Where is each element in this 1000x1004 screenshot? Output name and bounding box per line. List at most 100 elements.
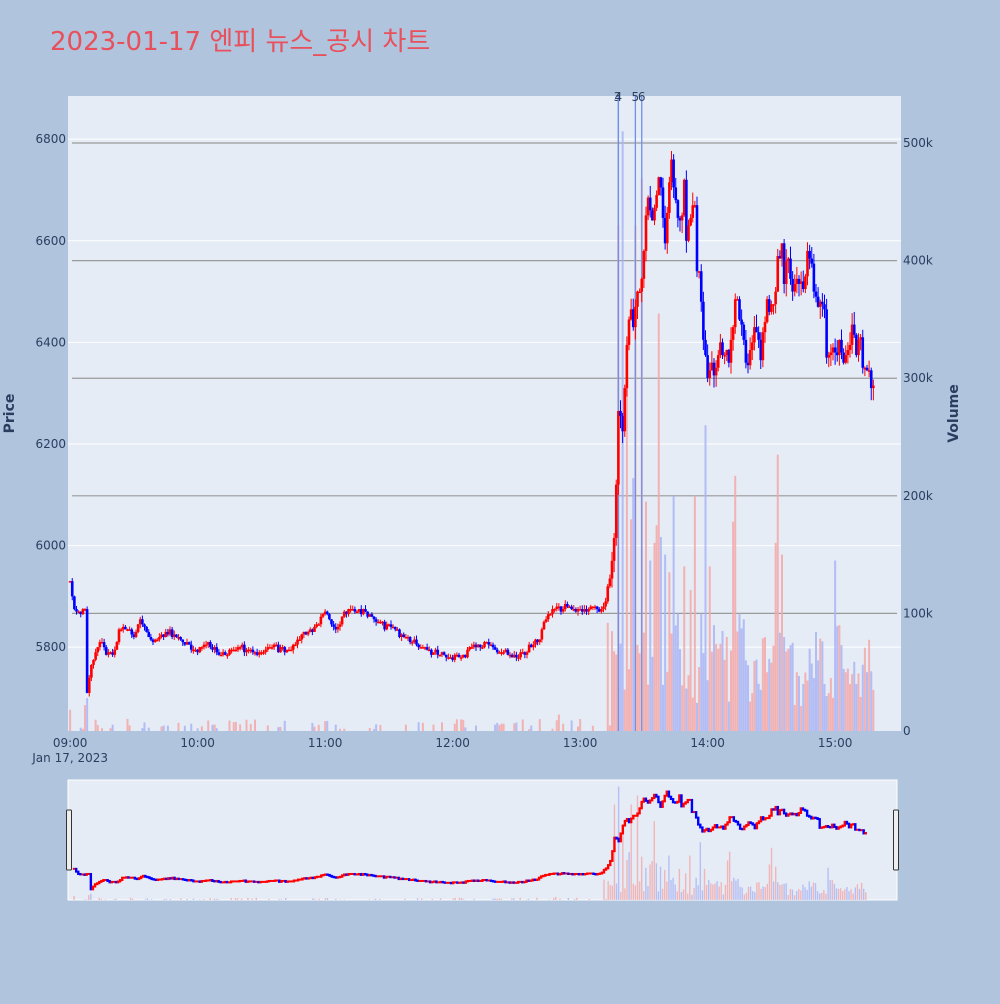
range-candle [316,876,318,878]
range-volume-bar [170,899,171,900]
volume-bar [373,729,375,731]
range-candle [136,878,138,880]
candle-body [417,645,420,648]
range-volume-bar [756,882,757,900]
range-candle [358,873,360,875]
range-volume-bar [421,898,422,900]
range-candle [381,875,383,877]
volume-bar [860,697,862,731]
range-handle-right[interactable] [894,810,899,870]
range-candle [356,873,358,875]
candle-body [298,640,301,642]
volume-bar [707,680,709,731]
range-candle [844,821,846,827]
range-volume-bar [829,880,830,900]
candle-body [300,634,303,639]
volume-bar [688,675,690,731]
volume-bar [654,543,656,731]
range-handle-left[interactable] [67,810,72,870]
date-label: Jan 17, 2023 [31,751,108,765]
candle-body [702,302,705,340]
candle-body [239,647,242,649]
range-candle [458,882,460,884]
volume-bar [562,724,564,731]
range-candle [626,818,628,822]
range-candle [467,880,469,882]
volume-bar [250,724,252,731]
volume-bar [522,719,524,731]
range-candle [839,825,841,828]
candle-body [470,647,473,649]
range-candle [705,828,707,831]
range-candle [446,882,448,884]
candle-body [354,609,357,612]
candle-body [517,657,520,659]
candle-body [849,345,852,350]
candle-body [653,208,656,221]
volume-bar [666,672,668,731]
range-candle [506,881,508,883]
range-candle [83,873,85,875]
candle-body [872,386,875,389]
volume-bar [80,728,82,731]
range-candle [90,873,92,890]
range-volume-bar [186,899,187,900]
volume-bar [233,722,235,731]
range-candle [592,873,594,875]
range-candle [148,876,150,879]
range-volume-bar [790,889,791,900]
candle-body [602,607,605,610]
range-candle [460,881,462,883]
range-candle [605,867,607,870]
range-candle [226,881,228,883]
range-volume-bar [689,856,690,900]
range-volume-bar [325,898,326,900]
range-volume-bar [802,884,803,900]
candle-body [596,607,599,610]
range-volume-bar [555,897,556,900]
range-volume-bar [622,833,623,900]
volume-bar [405,725,407,731]
range-volume-bar [779,885,780,900]
volume-bar [626,378,628,731]
range-candle [636,812,638,816]
volume-bar [711,652,713,731]
range-volume-bar [848,891,849,900]
range-candle [751,822,753,825]
range-volume-bar [637,796,638,900]
range-volume-bar [574,899,575,900]
range-candle [630,818,632,824]
range-volume-bar [704,869,705,900]
candle-body [90,665,93,678]
range-candle [238,880,240,882]
range-candle [167,877,169,880]
candle-body [764,322,767,332]
range-candle [632,815,634,820]
volume-bar [705,425,707,731]
range-slider[interactable] [67,780,899,900]
range-candle [142,875,144,878]
range-candle [745,824,747,827]
range-volume-bar [838,889,839,900]
range-candle [176,878,178,880]
range-volume-bar [664,870,665,900]
range-candle [421,880,423,882]
candle-body [337,627,340,630]
volume-bar [494,725,496,731]
range-candle [775,806,777,811]
range-volume-bar [285,898,286,900]
candle-body [332,624,335,627]
price-tick-label: 5800 [35,640,66,654]
range-volume-bar [375,899,376,900]
candle-body [772,304,775,306]
volume-bar [496,723,498,731]
candle-body [740,320,743,325]
range-candle [182,878,184,880]
volume-bar [656,525,658,731]
volume-bar [660,537,662,731]
range-candle [205,879,207,881]
range-candle [377,875,379,877]
candle-body [541,629,544,639]
range-volume-bar [501,899,502,900]
candle-body [717,355,720,368]
